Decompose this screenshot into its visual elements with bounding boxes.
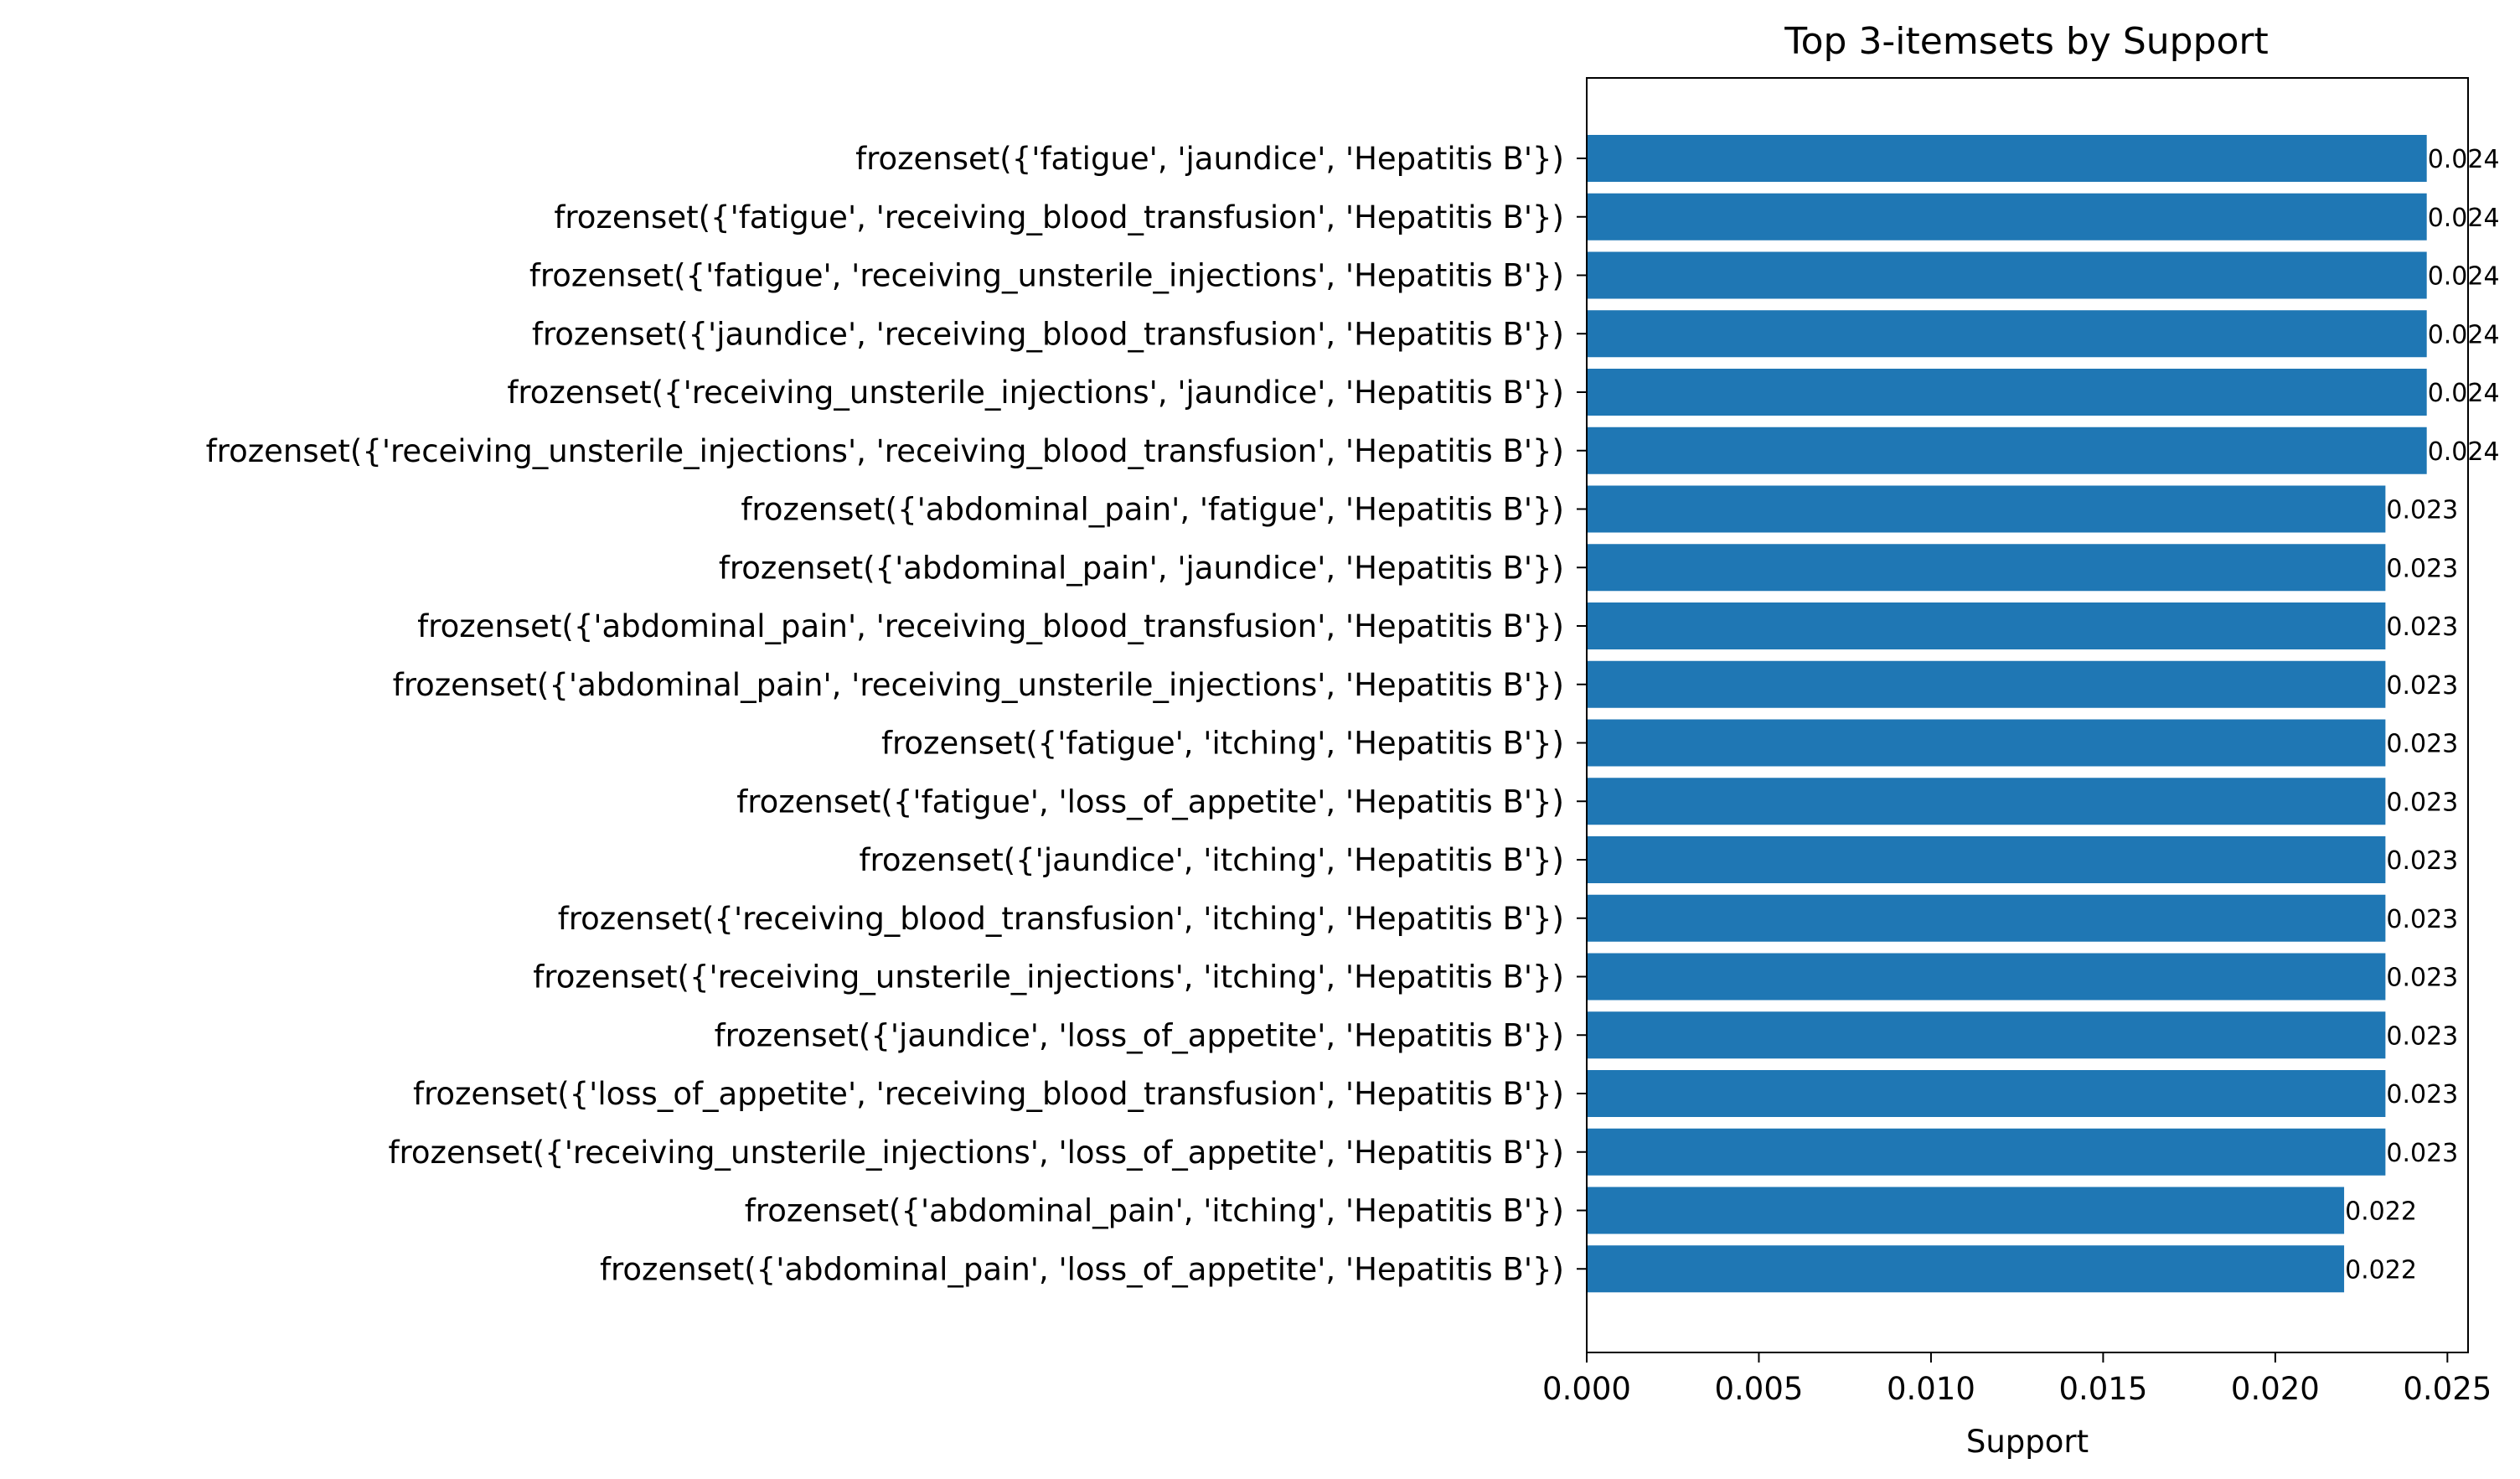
bar-value-label: 0.023 [2386, 788, 2458, 817]
bar [1587, 427, 2427, 474]
bar [1587, 1187, 2345, 1234]
bar [1587, 369, 2427, 416]
bar-value-label: 0.023 [2386, 1080, 2458, 1109]
bar [1587, 1011, 2386, 1059]
bar [1587, 485, 2386, 533]
bar-value-label: 0.023 [2386, 964, 2458, 993]
y-axis-ticks: frozenset({'fatigue', 'jaundice', 'Hepat… [206, 141, 1587, 1287]
y-tick-label: frozenset({'jaundice', 'itching', 'Hepat… [859, 842, 1564, 878]
bar [1587, 660, 2386, 708]
y-tick-label: frozenset({'abdominal_pain', 'loss_of_ap… [600, 1251, 1564, 1287]
bar [1587, 193, 2427, 240]
y-tick-label: frozenset({'abdominal_pain', 'jaundice',… [719, 550, 1564, 586]
y-tick-label: frozenset({'fatigue', 'receiving_blood_t… [554, 199, 1564, 235]
x-tick-label: 0.020 [2231, 1371, 2320, 1407]
x-tick-label: 0.010 [1887, 1371, 1975, 1407]
bar-value-label: 0.024 [2428, 437, 2500, 467]
bar [1587, 544, 2386, 592]
y-tick-label: frozenset({'jaundice', 'receiving_blood_… [532, 316, 1564, 352]
y-tick-label: frozenset({'jaundice', 'loss_of_appetite… [715, 1017, 1564, 1053]
bar-value-label: 0.023 [2386, 671, 2458, 701]
bar-value-label: 0.023 [2386, 554, 2458, 583]
bar-value-label: 0.024 [2428, 320, 2500, 349]
x-tick-label: 0.025 [2403, 1371, 2492, 1407]
bar [1587, 1128, 2386, 1176]
y-tick-label: frozenset({'receiving_unsterile_injectio… [388, 1135, 1564, 1171]
bar-value-label: 0.024 [2428, 145, 2500, 174]
x-tick-label: 0.015 [2058, 1371, 2147, 1407]
y-tick-label: frozenset({'abdominal_pain', 'receiving_… [393, 667, 1564, 703]
y-tick-label: frozenset({'abdominal_pain', 'itching', … [745, 1193, 1564, 1229]
bar-value-label: 0.024 [2428, 204, 2500, 233]
x-tick-label: 0.005 [1715, 1371, 1804, 1407]
bar [1587, 310, 2427, 358]
y-tick-label: frozenset({'loss_of_appetite', 'receivin… [413, 1076, 1564, 1112]
bar [1587, 1070, 2386, 1117]
bar-value-label: 0.024 [2428, 262, 2500, 292]
bar [1587, 719, 2386, 767]
bar-value-label: 0.023 [2386, 1139, 2458, 1168]
x-axis-label: Support [1966, 1424, 2089, 1460]
y-tick-label: frozenset({'receiving_unsterile_injectio… [507, 375, 1564, 411]
chart-title: Top 3-itemsets by Support [1784, 20, 2269, 63]
y-tick-label: frozenset({'fatigue', 'loss_of_appetite'… [736, 783, 1564, 820]
bar-value-label: 0.022 [2345, 1255, 2417, 1285]
bar-value-label: 0.023 [2386, 905, 2458, 934]
y-tick-label: frozenset({'receiving_unsterile_injectio… [206, 433, 1564, 469]
bar-value-label: 0.022 [2345, 1197, 2417, 1227]
x-axis-ticks: 0.000 0.005 0.010 0.015 0.020 0.025 [1542, 1352, 2492, 1407]
bar-value-label: 0.024 [2428, 379, 2500, 408]
bar [1587, 1245, 2345, 1293]
bars-group [1587, 135, 2427, 1293]
bar-value-label: 0.023 [2386, 496, 2458, 525]
bar-value-label: 0.023 [2386, 613, 2458, 642]
bar-value-label: 0.023 [2386, 1021, 2458, 1051]
bar [1587, 894, 2386, 942]
bar [1587, 953, 2386, 1001]
y-tick-label: frozenset({'abdominal_pain', 'receiving_… [417, 608, 1564, 644]
plot-frame [1586, 77, 2469, 1353]
bar [1587, 135, 2427, 182]
y-tick-label: frozenset({'fatigue', 'itching', 'Hepati… [881, 726, 1564, 762]
y-tick-label: frozenset({'receiving_blood_transfusion'… [558, 901, 1564, 937]
bar [1587, 602, 2386, 649]
y-tick-label: frozenset({'fatigue', 'jaundice', 'Hepat… [855, 141, 1564, 177]
bar-value-label: 0.023 [2386, 730, 2458, 759]
bar [1587, 836, 2386, 883]
x-tick-label: 0.000 [1542, 1371, 1631, 1407]
bar [1587, 778, 2386, 825]
y-tick-label: frozenset({'fatigue', 'receiving_unsteri… [529, 258, 1564, 294]
y-tick-label: frozenset({'abdominal_pain', 'fatigue', … [741, 492, 1564, 528]
bar-value-label: 0.023 [2386, 846, 2458, 876]
value-labels-group: 0.024 0.024 0.024 0.024 0.024 0.024 0.023 0.023… [2345, 145, 2500, 1285]
y-tick-label: frozenset({'receiving_unsterile_injectio… [533, 959, 1564, 995]
bar [1587, 251, 2427, 299]
